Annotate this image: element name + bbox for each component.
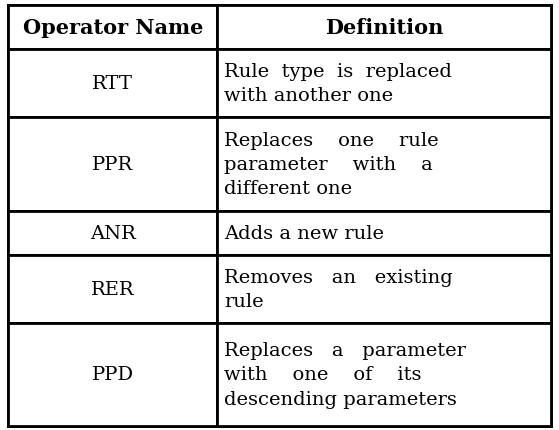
Text: RER: RER [91,280,135,298]
Text: PPD: PPD [92,366,134,384]
Bar [217,323,551,426]
Bar [8,255,217,323]
Text: PPR: PPR [92,156,134,174]
Text: Adds a new rule: Adds a new rule [224,224,384,243]
Text: Definition: Definition [325,18,443,38]
Bar [8,118,217,212]
Bar [217,50,551,118]
Text: ANR: ANR [90,224,136,243]
Text: Replaces    one    rule
parameter    with    a
different one: Replaces one rule parameter with a diffe… [224,132,438,198]
Bar [8,50,217,118]
Bar [217,212,551,255]
Text: Removes   an   existing
rule: Removes an existing rule [224,268,453,310]
Bar [217,255,551,323]
Text: Replaces   a   parameter
with    one    of    its
descending parameters: Replaces a parameter with one of its des… [224,341,466,408]
Text: Rule  type  is  replaced
with another one: Rule type is replaced with another one [224,63,452,105]
Bar [8,323,217,426]
Bar [8,212,217,255]
Text: Operator Name: Operator Name [22,18,203,38]
Bar [217,118,551,212]
Bar [8,6,217,50]
Text: RTT: RTT [92,75,133,93]
Bar [217,6,551,50]
